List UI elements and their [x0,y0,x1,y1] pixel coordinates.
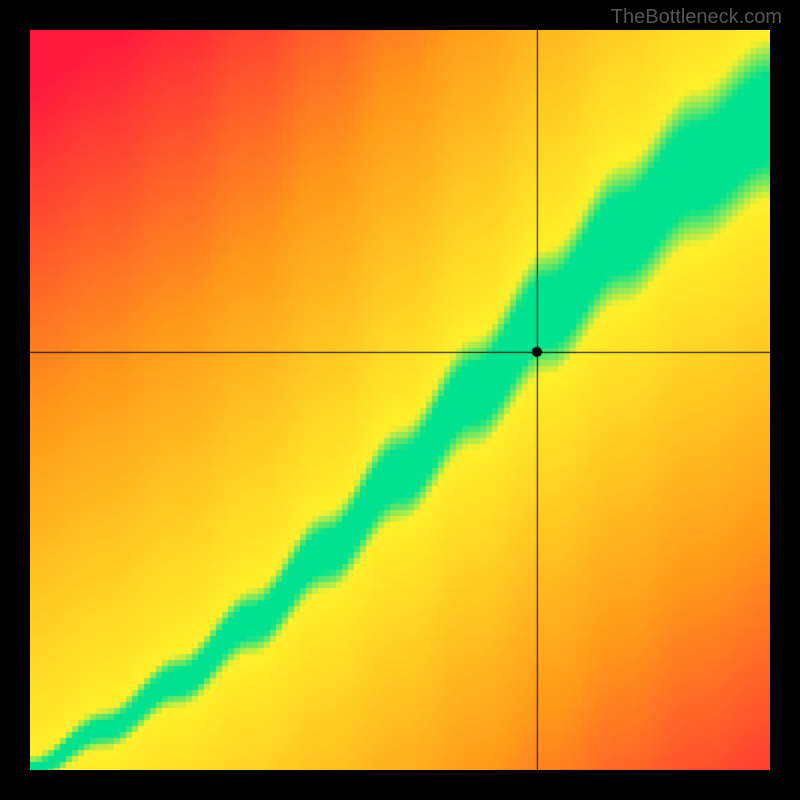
bottleneck-heatmap-container: TheBottleneck.com [0,0,800,800]
heatmap-canvas [30,30,770,770]
watermark-label: TheBottleneck.com [611,6,782,29]
